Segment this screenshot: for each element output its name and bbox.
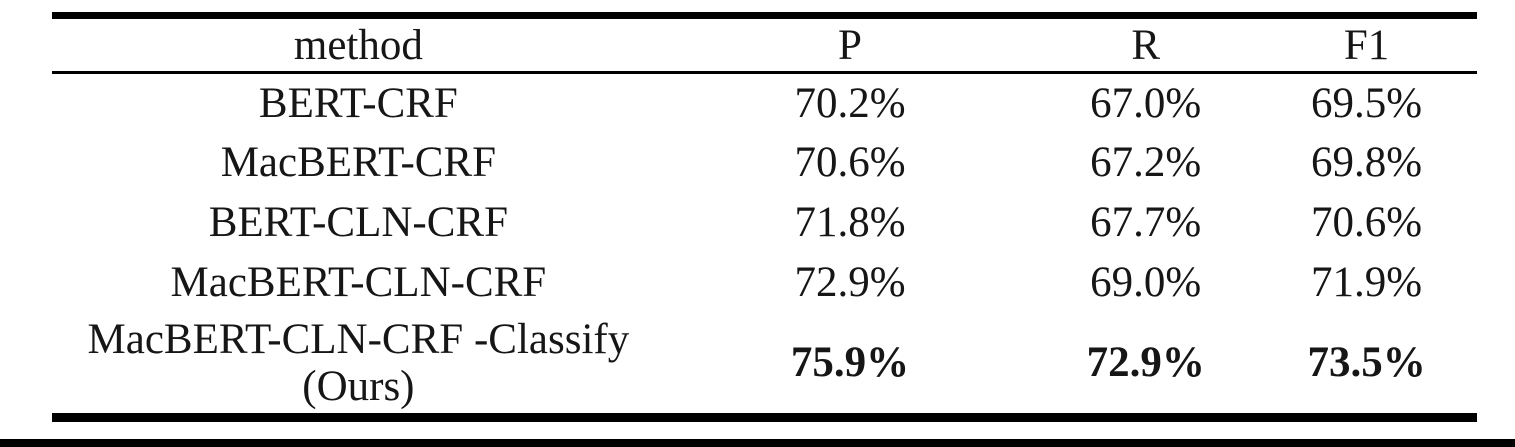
f1-value-cell: 71.9% bbox=[1311, 259, 1423, 306]
method-cell: MacBERT-CLN-CRF -Classify (Ours) bbox=[52, 313, 665, 418]
r-value-cell: 67.2% bbox=[1090, 139, 1202, 186]
p-value-cell: 75.9% bbox=[790, 339, 910, 387]
p-value-cell: 70.2% bbox=[794, 79, 906, 127]
method-cell: MacBERT-CRF bbox=[220, 139, 497, 186]
col-header-r: R bbox=[1131, 21, 1161, 69]
table-row: MacBERT-CLN-CRF 72.9% 69.0% 71.9% bbox=[52, 253, 1477, 313]
p-value-cell: 70.6% bbox=[794, 139, 906, 186]
r-value-cell: 69.0% bbox=[1090, 259, 1202, 306]
f1-value-cell: 73.5% bbox=[1307, 339, 1426, 387]
f1-value-cell: 70.6% bbox=[1311, 199, 1423, 246]
r-value-cell: 67.0% bbox=[1090, 79, 1202, 127]
f1-value-cell: 69.8% bbox=[1311, 139, 1423, 186]
r-value-cell: 72.9% bbox=[1086, 339, 1205, 387]
table-row: MacBERT-CRF 70.6% 67.2% 69.8% bbox=[52, 133, 1477, 193]
col-header-method: method bbox=[293, 21, 423, 69]
header-row: method P R F1 bbox=[52, 16, 1477, 73]
method-name-line2: (Ours) bbox=[302, 362, 415, 410]
window-bottom-edge bbox=[0, 439, 1515, 447]
method-cell: MacBERT-CLN-CRF bbox=[170, 259, 547, 306]
method-cell: BERT-CRF bbox=[258, 79, 458, 127]
col-header-f1: F1 bbox=[1343, 21, 1390, 69]
method-cell: BERT-CLN-CRF bbox=[208, 199, 509, 246]
results-table: method P R F1 BERT-CRF 70.2% 67.0% 69.5%… bbox=[52, 12, 1477, 422]
p-value-cell: 71.8% bbox=[794, 199, 906, 246]
col-header-p: P bbox=[838, 21, 862, 69]
f1-value-cell: 69.5% bbox=[1311, 79, 1423, 127]
p-value-cell: 72.9% bbox=[794, 259, 906, 306]
table-row-ours: MacBERT-CLN-CRF -Classify (Ours) 75.9% 7… bbox=[52, 313, 1477, 418]
table-row: BERT-CRF 70.2% 67.0% 69.5% bbox=[52, 73, 1477, 133]
method-name-line1: MacBERT-CLN-CRF -Classify bbox=[87, 315, 630, 363]
r-value-cell: 67.7% bbox=[1090, 199, 1202, 246]
table-row: BERT-CLN-CRF 71.8% 67.7% 70.6% bbox=[52, 193, 1477, 253]
